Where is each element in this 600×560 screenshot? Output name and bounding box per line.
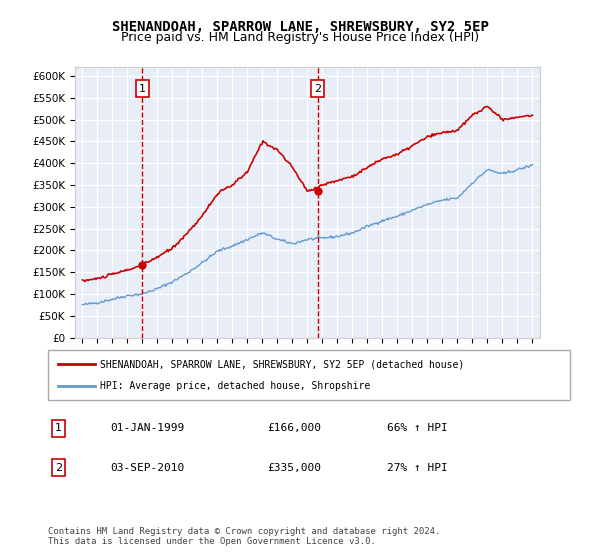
Text: 03-SEP-2010: 03-SEP-2010	[110, 463, 185, 473]
Text: 1: 1	[55, 423, 62, 433]
Text: 1: 1	[139, 84, 146, 94]
Text: £335,000: £335,000	[267, 463, 321, 473]
Text: HPI: Average price, detached house, Shropshire: HPI: Average price, detached house, Shro…	[100, 381, 370, 391]
Text: Price paid vs. HM Land Registry's House Price Index (HPI): Price paid vs. HM Land Registry's House …	[121, 31, 479, 44]
Text: 01-JAN-1999: 01-JAN-1999	[110, 423, 185, 433]
Text: 2: 2	[55, 463, 62, 473]
Text: £166,000: £166,000	[267, 423, 321, 433]
Text: 2: 2	[314, 84, 321, 94]
Text: SHENANDOAH, SPARROW LANE, SHREWSBURY, SY2 5EP: SHENANDOAH, SPARROW LANE, SHREWSBURY, SY…	[112, 20, 488, 34]
Text: 27% ↑ HPI: 27% ↑ HPI	[388, 463, 448, 473]
FancyBboxPatch shape	[48, 350, 570, 400]
Text: 66% ↑ HPI: 66% ↑ HPI	[388, 423, 448, 433]
Text: SHENANDOAH, SPARROW LANE, SHREWSBURY, SY2 5EP (detached house): SHENANDOAH, SPARROW LANE, SHREWSBURY, SY…	[100, 359, 464, 369]
Text: Contains HM Land Registry data © Crown copyright and database right 2024.
This d: Contains HM Land Registry data © Crown c…	[48, 526, 440, 546]
